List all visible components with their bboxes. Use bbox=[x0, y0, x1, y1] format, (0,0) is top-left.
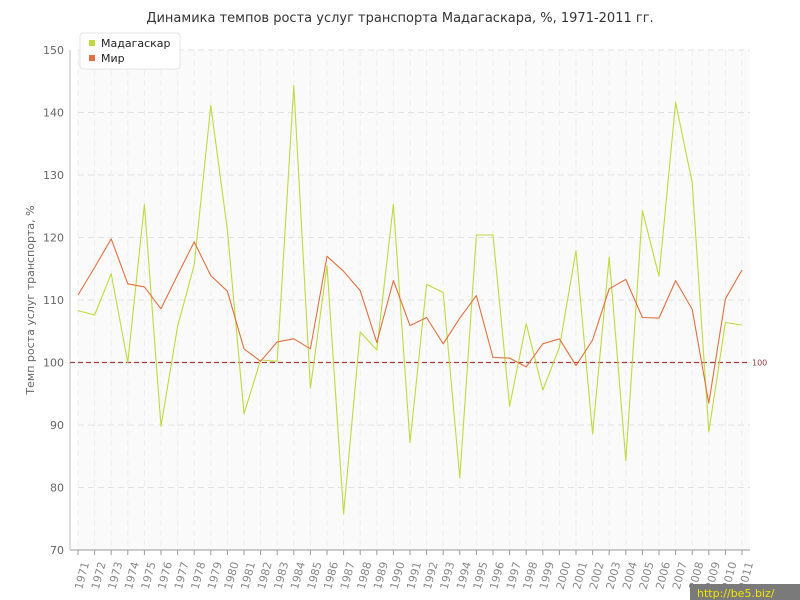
y-tick-labels: 70 80 90 100 110 120 130 140 150 bbox=[43, 44, 64, 557]
y-tick-label: 120 bbox=[43, 232, 64, 245]
legend-label: Мадагаскар bbox=[101, 37, 171, 50]
y-tick-label: 150 bbox=[43, 44, 64, 57]
reference-line-group: 100 bbox=[70, 359, 767, 368]
legend-swatch bbox=[89, 55, 95, 61]
series-lines bbox=[77, 85, 743, 515]
legend: Мадагаскар Мир bbox=[79, 32, 181, 70]
axes bbox=[69, 50, 750, 555]
watermark-background bbox=[690, 584, 800, 600]
watermark-text: http://be5.biz/ bbox=[697, 587, 775, 600]
legend-label: Мир bbox=[101, 52, 125, 65]
chart-title: Динамика темпов роста услуг транспорта М… bbox=[146, 11, 653, 26]
y-tick-label: 100 bbox=[43, 357, 64, 370]
y-tick-label: 110 bbox=[43, 294, 64, 307]
y-tick-label: 130 bbox=[43, 169, 64, 182]
legend-box bbox=[79, 32, 181, 70]
y-tick-label: 70 bbox=[50, 544, 64, 557]
watermark: http://be5.biz/ bbox=[690, 584, 800, 600]
reference-line-label: 100 bbox=[752, 359, 767, 368]
series-line-2 bbox=[77, 238, 743, 404]
y-tick-label: 140 bbox=[43, 107, 64, 120]
y-tick-label: 80 bbox=[50, 482, 64, 495]
legend-swatch bbox=[89, 40, 95, 46]
x-tick-labels: 1971197219731974197519761977197819791980… bbox=[72, 560, 756, 590]
y-axis-label: Темп роста услуг транспорта, % bbox=[24, 205, 37, 395]
series-line-1 bbox=[77, 85, 743, 515]
y-tick-label: 90 bbox=[50, 419, 64, 432]
